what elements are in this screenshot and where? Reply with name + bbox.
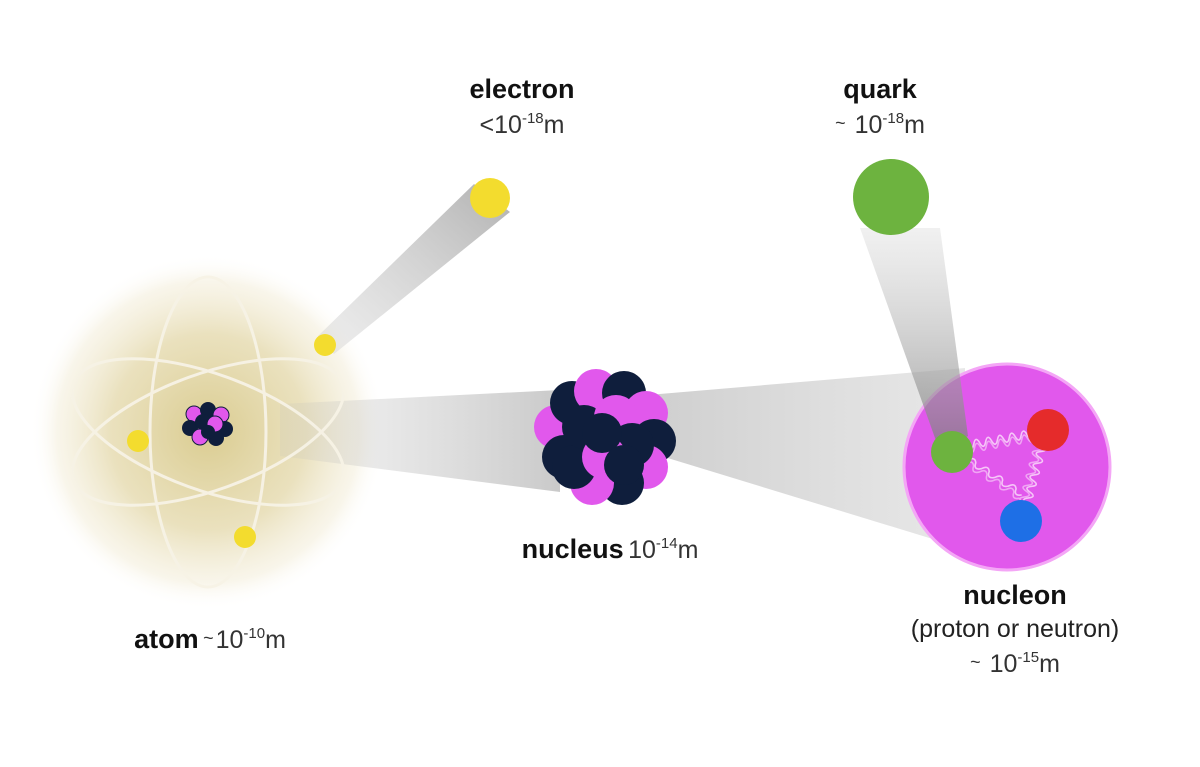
nucleon-size: ~ 10-15m xyxy=(880,649,1150,679)
nucleon-size-prefix: ~ xyxy=(970,652,981,672)
nucleus-name: nucleus xyxy=(521,534,624,564)
nucleon-size-base: 10 xyxy=(989,650,1018,678)
electron-size-prefix: < xyxy=(479,111,495,139)
electron-size-exp: -18 xyxy=(521,110,544,127)
quark-red xyxy=(1027,409,1069,451)
quark-size: ~ 10-18m xyxy=(780,110,980,140)
nucleon-size-exp: -15 xyxy=(1017,649,1040,666)
quark-blue xyxy=(1000,500,1042,542)
beam-nucleus-to-nucleon xyxy=(648,368,965,548)
nucleus-size: 10-14m xyxy=(628,535,699,564)
electron-dot-2 xyxy=(127,430,149,452)
quark-green xyxy=(931,431,973,473)
nucleon-name: nucleon xyxy=(963,580,1067,610)
electron-dot-3 xyxy=(234,526,256,548)
gluon-springs xyxy=(961,430,1047,505)
nucleus-size-unit: m xyxy=(677,536,699,564)
atom-name: atom xyxy=(134,624,199,654)
nucleus-size-base: 10 xyxy=(628,536,656,564)
electron-label: electron <10-18m xyxy=(422,74,622,140)
atom-label: atom ~10-10m xyxy=(100,624,320,655)
nucleon-size-unit: m xyxy=(1039,650,1060,678)
atom-size-prefix: ~ xyxy=(203,628,214,648)
electron-name: electron xyxy=(469,74,575,104)
nucleus-cluster xyxy=(534,369,676,505)
electron-particle xyxy=(470,178,510,218)
electron-size-base: 10 xyxy=(494,111,522,139)
beam-electron xyxy=(318,184,510,354)
beam-quark xyxy=(860,228,968,452)
quark-name: quark xyxy=(843,74,917,104)
quark-size-unit: m xyxy=(904,111,925,139)
quark-particle xyxy=(853,159,929,235)
atom-size-unit: m xyxy=(265,626,286,654)
electron-size-unit: m xyxy=(543,111,565,139)
nucleon-label: nucleon (proton or neutron) ~ 10-15m xyxy=(880,580,1150,679)
quark-label: quark ~ 10-18m xyxy=(780,74,980,140)
atom-size-base: 10 xyxy=(215,626,244,654)
nucleus-label: nucleus 10-14m xyxy=(480,534,740,565)
atom-size-exp: -10 xyxy=(243,625,266,642)
quark-size-exp: -18 xyxy=(882,110,905,127)
nucleus-size-exp: -14 xyxy=(655,535,678,552)
electron-dot-1 xyxy=(314,334,336,356)
nucleon-subtitle: (proton or neutron) xyxy=(910,615,1120,643)
quark-size-prefix: ~ xyxy=(835,113,846,133)
beam-atom-to-nucleus xyxy=(280,390,560,492)
electron-size: <10-18m xyxy=(422,110,622,140)
atom-nucleus xyxy=(182,402,233,446)
atom-size: ~10-10m xyxy=(203,625,286,654)
atom-orbits xyxy=(70,275,346,589)
quark-size-base: 10 xyxy=(854,111,883,139)
